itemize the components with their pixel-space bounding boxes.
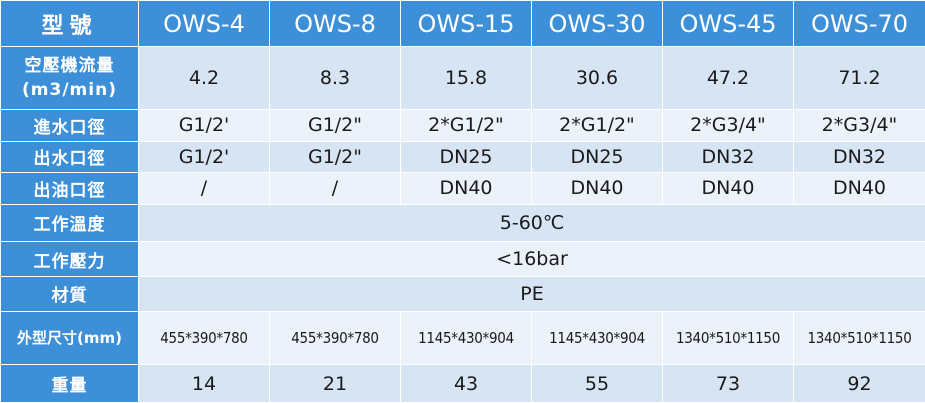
model-ows-8: OWS-8	[269, 0, 401, 48]
pressure-row: 工作壓力 <16bar	[0, 241, 925, 277]
inlet-value: G1/2"	[269, 109, 401, 142]
weight-value: 92	[793, 364, 925, 403]
oil-outlet-value: DN40	[531, 172, 663, 205]
model-label: 型號	[0, 0, 139, 48]
outlet-label: 出水口徑	[0, 140, 139, 174]
dimensions-row: 外型尺寸(mm) 455*390*780 455*390*780 1145*43…	[0, 310, 925, 366]
flow-value: 8.3	[269, 46, 401, 111]
outlet-value: DN25	[400, 140, 532, 174]
model-header-row: 型號 OWS-4 OWS-8 OWS-15 OWS-30 OWS-45 OWS-…	[0, 0, 925, 48]
weight-value: 43	[400, 364, 532, 403]
weight-value: 73	[662, 364, 794, 403]
material-value: PE	[138, 276, 925, 312]
weight-label: 重量	[0, 364, 139, 403]
weight-value: 21	[269, 364, 401, 403]
oil-outlet-row: 出油口徑 / / DN40 DN40 DN40 DN40	[0, 172, 925, 205]
material-label: 材質	[0, 276, 139, 312]
outlet-row: 出水口徑 G1/2' G1/2" DN25 DN25 DN32 DN32	[0, 140, 925, 174]
flow-value: 4.2	[138, 46, 270, 111]
model-ows-70: OWS-70	[793, 0, 925, 48]
weight-value: 55	[531, 364, 663, 403]
temperature-row: 工作溫度 5-60℃	[0, 203, 925, 243]
pressure-value: <16bar	[138, 241, 925, 277]
flow-value: 30.6	[531, 46, 663, 111]
outlet-value: DN32	[793, 140, 925, 174]
outlet-value: DN32	[662, 140, 794, 174]
temperature-value: 5-60℃	[138, 203, 925, 243]
inlet-value: 2*G1/2"	[531, 109, 663, 142]
model-ows-30: OWS-30	[531, 0, 663, 48]
inlet-row: 進水口徑 G1/2' G1/2" 2*G1/2" 2*G1/2" 2*G3/4"…	[0, 109, 925, 142]
flow-label: 空壓機流量 (m3/min)	[0, 46, 139, 111]
pressure-label: 工作壓力	[0, 241, 139, 277]
oil-outlet-value: /	[138, 172, 270, 205]
flow-value: 71.2	[793, 46, 925, 111]
dimensions-value: 455*390*780	[138, 310, 270, 366]
model-ows-15: OWS-15	[400, 0, 532, 48]
flow-row: 空壓機流量 (m3/min) 4.2 8.3 15.8 30.6 47.2 71…	[0, 46, 925, 111]
oil-outlet-value: /	[269, 172, 401, 205]
flow-value: 15.8	[400, 46, 532, 111]
model-ows-4: OWS-4	[138, 0, 270, 48]
oil-outlet-label: 出油口徑	[0, 172, 139, 205]
oil-outlet-value: DN40	[400, 172, 532, 205]
oil-outlet-value: DN40	[662, 172, 794, 205]
material-row: 材質 PE	[0, 276, 925, 312]
inlet-value: 2*G1/2"	[400, 109, 532, 142]
dimensions-value: 1145*430*904	[531, 310, 663, 366]
inlet-value: 2*G3/4"	[662, 109, 794, 142]
oil-outlet-value: DN40	[793, 172, 925, 205]
dimensions-value: 455*390*780	[269, 310, 401, 366]
dimensions-value: 1340*510*1150	[662, 310, 794, 366]
outlet-value: G1/2'	[138, 140, 270, 174]
weight-row: 重量 14 21 43 55 73 92	[0, 364, 925, 403]
inlet-value: 2*G3/4"	[793, 109, 925, 142]
inlet-label: 進水口徑	[0, 109, 139, 142]
temperature-label: 工作溫度	[0, 203, 139, 243]
flow-value: 47.2	[662, 46, 794, 111]
dimensions-value: 1145*430*904	[400, 310, 532, 366]
inlet-value: G1/2'	[138, 109, 270, 142]
weight-value: 14	[138, 364, 270, 403]
dimensions-label: 外型尺寸(mm)	[0, 310, 139, 366]
model-ows-45: OWS-45	[662, 0, 794, 48]
dimensions-value: 1340*510*1150	[793, 310, 925, 366]
outlet-value: DN25	[531, 140, 663, 174]
flow-label-line1: 空壓機流量	[24, 56, 115, 77]
flow-label-line2: (m3/min)	[22, 80, 117, 101]
outlet-value: G1/2"	[269, 140, 401, 174]
